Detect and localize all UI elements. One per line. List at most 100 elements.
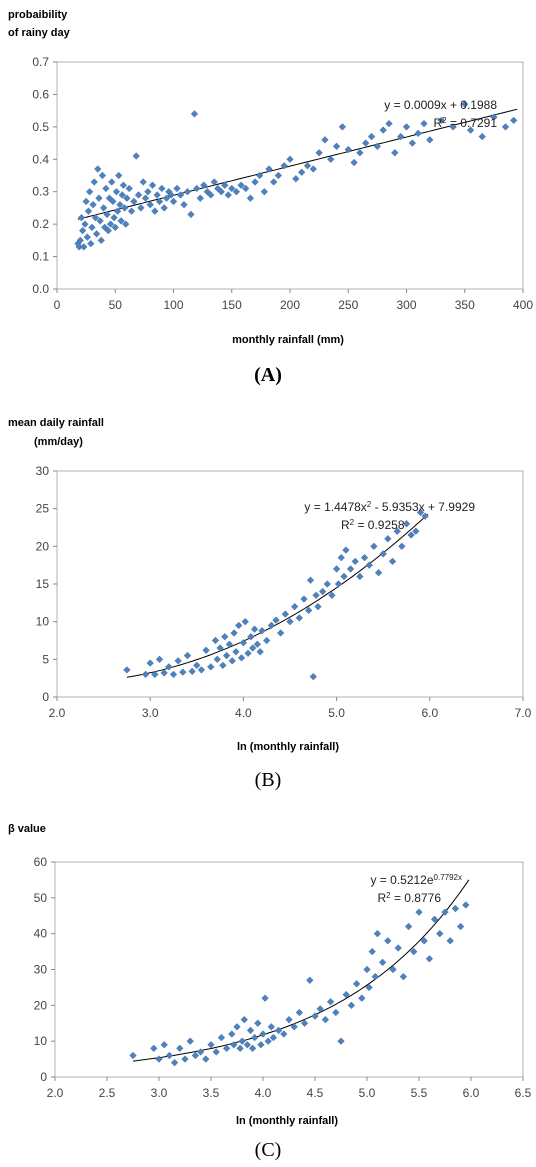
data-point	[260, 188, 269, 196]
data-point	[150, 1044, 158, 1053]
data-point	[130, 197, 138, 206]
data-point	[119, 181, 128, 189]
data-point	[98, 171, 107, 180]
data-point	[300, 595, 308, 603]
data-point	[306, 576, 315, 584]
data-point	[230, 1041, 238, 1049]
y-tick-label: 0.4	[32, 152, 49, 166]
data-point	[111, 223, 119, 232]
data-point	[83, 233, 91, 241]
data-point	[311, 1012, 319, 1020]
x-tick-label: 5.5	[411, 1086, 428, 1100]
data-point	[338, 123, 347, 131]
data-point	[351, 557, 359, 566]
x-axis-title: ln (monthly rainfall)	[236, 1115, 338, 1127]
data-point	[96, 217, 104, 225]
x-tick-label: 5.0	[328, 706, 345, 720]
data-point	[127, 207, 136, 215]
data-point	[151, 207, 159, 215]
data-point	[222, 651, 231, 660]
data-point	[222, 1044, 231, 1053]
y-tick-label: 15	[36, 577, 50, 591]
data-point	[187, 210, 195, 219]
data-point	[88, 223, 96, 232]
y-tick-label: 0.0	[32, 282, 49, 296]
data-point	[183, 188, 192, 196]
data-point	[82, 197, 90, 206]
data-point	[388, 557, 397, 566]
data-point	[173, 184, 181, 193]
data-point	[396, 132, 405, 141]
y-axis-title: of rainy day	[8, 27, 71, 39]
data-point	[304, 606, 313, 615]
data-point	[393, 527, 401, 535]
data-point	[270, 178, 278, 186]
data-point	[295, 1008, 304, 1017]
data-point	[228, 184, 236, 193]
data-point	[196, 1048, 205, 1056]
data-point	[77, 213, 86, 222]
data-point	[90, 178, 98, 186]
plot-area	[56, 61, 524, 290]
trend-equation: y = 1.4478x2 - 5.9353x + 7.9929	[304, 500, 475, 515]
data-point	[237, 181, 245, 189]
data-point	[108, 178, 116, 186]
data-point	[112, 188, 121, 196]
data-point	[132, 152, 140, 160]
data-point	[102, 184, 110, 193]
data-point	[309, 672, 317, 681]
data-point	[326, 998, 335, 1006]
data-point	[141, 670, 150, 679]
data-point	[99, 204, 108, 212]
data-point	[490, 113, 498, 121]
data-point	[207, 1041, 215, 1049]
data-point	[247, 633, 255, 641]
data-point	[365, 561, 373, 569]
data-point	[230, 629, 238, 637]
data-point	[115, 171, 123, 180]
data-point	[217, 1033, 226, 1042]
data-point	[169, 670, 178, 679]
data-point	[261, 994, 269, 1002]
data-point	[118, 191, 126, 199]
data-point	[430, 915, 439, 924]
x-tick-label: 6.0	[421, 706, 438, 720]
data-point	[225, 640, 234, 648]
data-point	[363, 965, 371, 974]
x-tick-label: 4.5	[307, 1086, 324, 1100]
data-point	[250, 625, 259, 633]
data-point	[84, 207, 93, 215]
x-tick-label: 3.0	[142, 706, 159, 720]
data-point	[374, 569, 383, 577]
data-point	[509, 116, 518, 125]
data-point	[200, 181, 208, 189]
data-point	[332, 565, 341, 573]
data-point	[207, 663, 215, 671]
data-point	[391, 149, 399, 157]
data-point	[342, 546, 350, 554]
data-point	[316, 1005, 324, 1013]
data-point	[228, 1030, 236, 1038]
x-tick-label: 250	[338, 298, 358, 312]
data-point	[385, 119, 393, 128]
x-tick-label: 2.0	[47, 1086, 64, 1100]
x-tick-label: 3.5	[203, 1086, 220, 1100]
y-tick-label: 25	[36, 502, 50, 516]
data-point	[76, 236, 84, 245]
data-point	[420, 937, 428, 945]
data-point	[365, 983, 373, 992]
data-point	[183, 651, 192, 660]
data-point	[248, 1044, 257, 1053]
data-point	[256, 171, 264, 180]
data-point	[315, 149, 323, 157]
trend-equation: y = 0.0009x + 0.1988	[384, 98, 497, 112]
data-point	[193, 184, 201, 193]
data-point	[318, 587, 327, 596]
data-point	[456, 922, 465, 931]
y-tick-label: 60	[34, 855, 48, 869]
x-tick-label: 50	[109, 298, 123, 312]
x-tick-label: 200	[280, 298, 300, 312]
y-tick-label: 0.7	[32, 55, 49, 69]
data-point	[414, 129, 422, 138]
